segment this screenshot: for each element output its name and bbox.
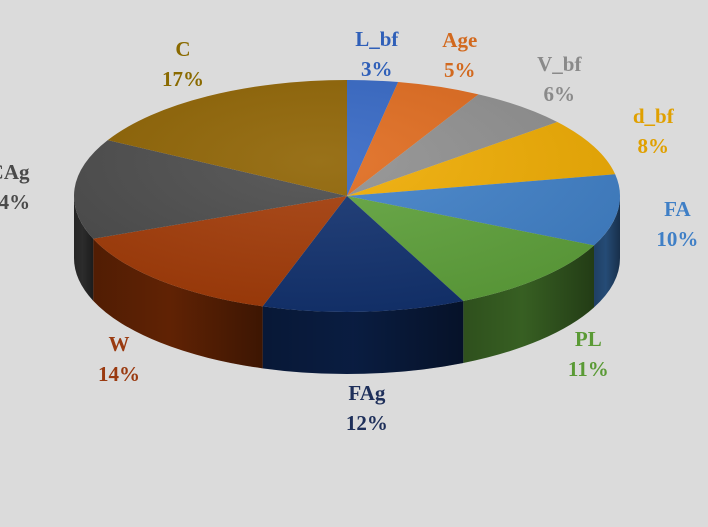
data-label-w: W 14% xyxy=(98,329,140,389)
slice-percent-label: 11% xyxy=(567,356,609,381)
slice-name-label: Age xyxy=(442,27,478,52)
data-label-fa: FA 10% xyxy=(656,194,698,254)
slice-name-label: L_bf xyxy=(355,27,399,51)
slice-percent-label: 5% xyxy=(444,57,476,82)
slice-percent-label: 3% xyxy=(361,57,393,81)
slice-percent-label: 14% xyxy=(98,362,140,387)
slice-name-label: C xyxy=(175,37,191,62)
slice-percent-label: 17% xyxy=(162,67,204,92)
data-label-pl: PL 11% xyxy=(568,324,609,384)
slice-name-label: PL xyxy=(574,326,602,351)
pie-top-sheen xyxy=(74,80,620,312)
slice-percent-label: 8% xyxy=(637,133,670,158)
pie-side-gloss-pl xyxy=(463,245,595,363)
pie-side-gloss-fa xyxy=(594,196,620,308)
pie-side-gloss-cag xyxy=(74,196,94,301)
slice-name-label: W xyxy=(108,332,130,357)
slice-percent-label: 12% xyxy=(345,411,388,436)
pie-side-gloss-w xyxy=(93,238,263,369)
data-label-v-bf: V_bf 6% xyxy=(537,49,581,109)
data-label-l-bf: L_bf 3% xyxy=(355,24,398,84)
slice-name-label: CAg xyxy=(0,160,30,184)
slice-name-label: d_bf xyxy=(632,103,674,128)
slice-name-label: V_bf xyxy=(537,52,582,76)
data-label-age: Age 5% xyxy=(442,25,477,85)
data-label-d-bf: d_bf 8% xyxy=(633,101,674,161)
slice-percent-label: 14% xyxy=(0,190,31,214)
slice-name-label: FA xyxy=(664,196,691,221)
pie-side-gloss-fag xyxy=(262,300,464,374)
data-label-cag: CAg 14% xyxy=(0,157,30,217)
data-label-fag: FAg 12% xyxy=(346,378,388,438)
data-label-c: C 17% xyxy=(162,34,204,94)
slice-name-label: FAg xyxy=(348,381,386,406)
slice-percent-label: 10% xyxy=(656,226,699,251)
slice-percent-label: 6% xyxy=(543,82,576,106)
